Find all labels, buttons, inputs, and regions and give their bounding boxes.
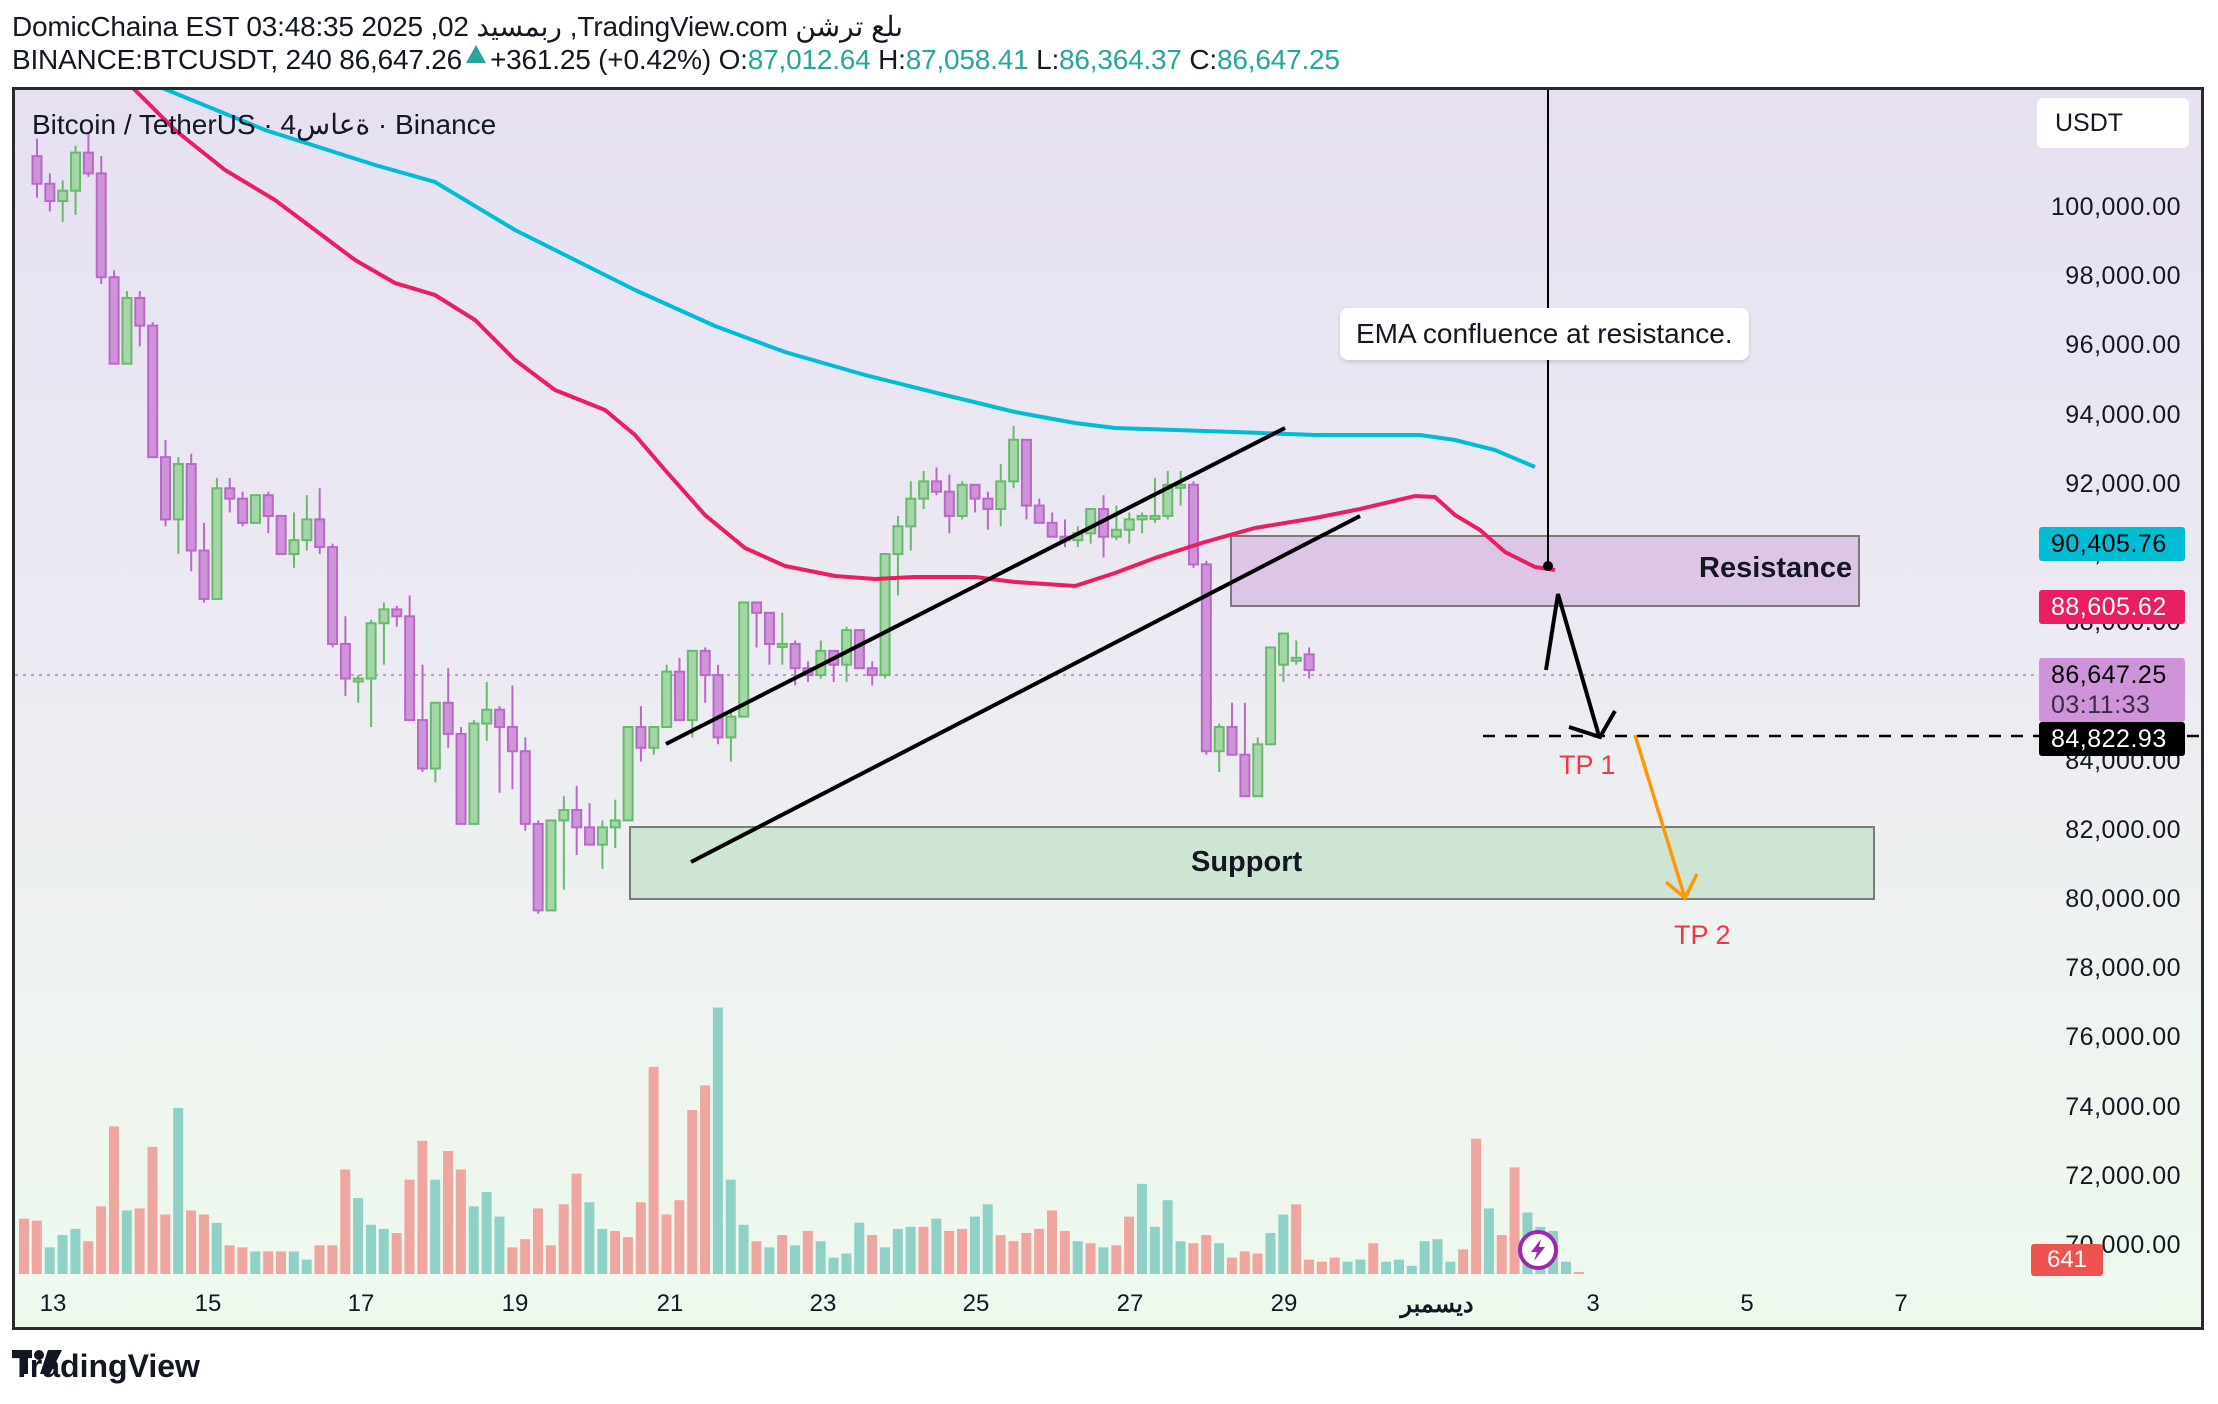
ema-confluence-note[interactable]: EMA confluence at resistance.	[1340, 308, 1749, 360]
price-axis-label: 82,000.00	[2065, 815, 2181, 844]
channel-upper-line[interactable]	[665, 426, 1286, 746]
price-axis-label: 100,000.00	[2050, 193, 2181, 221]
close-label: C:	[1189, 44, 1217, 75]
price-plot[interactable]	[15, 90, 2201, 1327]
ema-fast-line[interactable]	[75, 90, 1556, 589]
time-axis-label: 13	[39, 1290, 67, 1317]
symbol-interval[interactable]: BINANCE:BTCUSDT, 240	[12, 44, 332, 75]
time-axis-label: ديسمبر	[1400, 1291, 1474, 1318]
symbol-ohlc-bar: BINANCE:BTCUSDT, 240 86,647.26 +361.25 (+…	[12, 44, 1340, 76]
time-axis-label: 15	[194, 1290, 222, 1317]
price-axis-label: 76,000.00	[2065, 1023, 2181, 1052]
time-axis-label: 23	[809, 1290, 837, 1317]
price-change: +361.25 (+0.42%)	[490, 44, 711, 75]
support-label: Support	[1191, 846, 1303, 878]
ema-slow-price-tag: 90,405.76	[2039, 527, 2185, 561]
price-axis-label: 72,000.00	[2065, 1161, 2181, 1190]
volume-bars	[19, 1007, 1584, 1274]
resistance-zone[interactable]	[1230, 535, 1860, 607]
price-axis-label: 92,000.00	[2065, 469, 2181, 498]
tp2-arrow-head-icon	[1664, 873, 1699, 901]
symbol-legend[interactable]: Bitcoin / TetherUS · 4ةعاس · Binance	[32, 109, 497, 140]
time-axis-label: 21	[656, 1290, 684, 1317]
down-arrow-path[interactable]	[1544, 593, 1601, 737]
close-value: 86,647.25	[1217, 44, 1340, 75]
time-axis-label: 3	[1586, 1290, 1600, 1317]
price-axis-label: 74,000.00	[2065, 1092, 2181, 1121]
tradingview-logo-icon	[12, 1350, 62, 1374]
arrow-head-icon	[1568, 710, 1617, 740]
price-axis-label: 78,000.00	[2065, 954, 2181, 983]
price-axis-label: 94,000.00	[2065, 400, 2181, 429]
low-value: 86,364.37	[1059, 44, 1182, 75]
last-price-value: 86,647.25	[2051, 661, 2167, 689]
channel-lower-line[interactable]	[690, 514, 1361, 864]
open-value: 87,012.64	[747, 44, 871, 75]
volume-value-badge: 641	[2031, 1244, 2103, 1276]
time-axis-label: 29	[1270, 1290, 1298, 1317]
resistance-label: Resistance	[1699, 552, 1853, 584]
time-axis-label: 25	[962, 1290, 990, 1317]
tradingview-logo[interactable]: TradingView	[12, 1348, 200, 1385]
publish-info: DomicChaina EST 03:48:35 2025 ,02 ربمسيد…	[12, 11, 904, 42]
price-axis-label: 98,000.00	[2065, 262, 2181, 291]
open-label: O:	[718, 44, 748, 75]
price-axis-label: 80,000.00	[2065, 885, 2181, 913]
low-label: L:	[1036, 44, 1060, 75]
high-value: 87,058.41	[905, 44, 1029, 75]
tp1-label: TP 1	[1559, 750, 1616, 780]
chart-pane[interactable]: Bitcoin / TetherUS · 4ةعاس · Binance USD…	[12, 87, 2204, 1330]
tp1-price-tag: 84,822.93	[2039, 722, 2185, 756]
high-label: H:	[878, 44, 906, 75]
tp2-arrow-path[interactable]	[1633, 734, 1687, 899]
lightning-icon[interactable]	[1518, 1230, 1558, 1270]
time-axis-label: 19	[501, 1290, 529, 1317]
last-price-tag: 86,647.25 03:11:33	[2039, 658, 2185, 722]
time-axis-label: 5	[1740, 1290, 1754, 1317]
last-price: 86,647.26	[339, 44, 463, 75]
price-axis-label: 96,000.00	[2065, 331, 2181, 360]
note-anchor-dot	[1543, 561, 1553, 571]
bar-countdown: 03:11:33	[2051, 691, 2151, 719]
up-triangle-icon	[466, 45, 487, 63]
tp2-label: TP 2	[1674, 920, 1731, 950]
time-axis-label: 7	[1894, 1290, 1908, 1317]
time-axis-label: 27	[1116, 1290, 1144, 1317]
ema-fast-price-tag: 88,605.62	[2039, 590, 2185, 624]
currency-button[interactable]: USDT	[2037, 98, 2189, 148]
time-axis-label: 17	[347, 1290, 375, 1317]
candlesticks	[31, 131, 1315, 914]
ema-slow-line[interactable]	[15, 90, 1536, 469]
